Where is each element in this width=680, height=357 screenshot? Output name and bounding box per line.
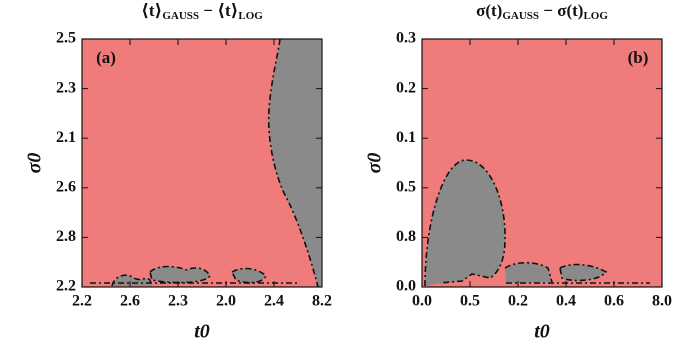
- x-tick-label: 2.2: [72, 293, 92, 310]
- y-tick-label: 0.2: [396, 79, 416, 96]
- x-tick-label: 8.2: [312, 293, 332, 310]
- y-tick-label: 0.3: [396, 30, 416, 47]
- x-tick-label: 2.4: [264, 293, 284, 310]
- title-part: σ(t): [476, 1, 502, 20]
- gray-region: [232, 268, 266, 283]
- panel-label: (b): [628, 48, 649, 67]
- y-tick-label: 2.2: [56, 278, 76, 295]
- chart-title: σ(t)GAUSS − σ(t)LOG: [476, 1, 608, 22]
- panel-label-box: [620, 46, 656, 70]
- y-axis-label: σ0: [364, 153, 386, 174]
- y-axis-label: σ0: [24, 153, 46, 174]
- title-part: GAUSS: [162, 10, 199, 22]
- y-tick-label: 2.1: [56, 129, 76, 146]
- region-panel-a: [82, 38, 322, 288]
- title-part: − ⟨t⟩: [199, 1, 238, 20]
- y-tick-label: 2.6: [56, 178, 76, 195]
- x-tick-label: 0.2: [508, 293, 528, 310]
- panel-label-box: [88, 46, 124, 70]
- gray-region: [268, 39, 321, 287]
- gray-region: [505, 262, 552, 283]
- y-tick-label: 2.3: [56, 79, 76, 96]
- y-tick-label: 0.1: [396, 129, 416, 146]
- chart-title: ⟨t⟩GAUSS − ⟨t⟩LOG: [141, 1, 263, 22]
- y-tick-label: 2.5: [56, 30, 76, 47]
- boundary: [504, 261, 650, 284]
- title-part: LOG: [583, 10, 608, 22]
- x-tick-label: 0.0: [412, 293, 432, 310]
- x-tick-label: 0.4: [556, 293, 576, 310]
- x-tick-label: 0.5: [460, 293, 480, 310]
- x-tick-label: 2.6: [120, 293, 140, 310]
- x-tick-label: 2.0: [216, 293, 236, 310]
- plot-frame: [81, 38, 323, 288]
- y-tick-label: 2.8: [56, 228, 76, 245]
- x-tick-label: 0.6: [604, 293, 624, 310]
- panel-label: (a): [96, 48, 116, 67]
- plot-frame: [421, 38, 663, 288]
- y-tick-label: 0.5: [396, 178, 416, 195]
- boundary: [267, 38, 319, 288]
- gray-region: [150, 266, 210, 283]
- region-panel-b: [422, 39, 662, 287]
- x-axis-label: t0: [194, 321, 210, 343]
- gray-region: [425, 160, 506, 286]
- y-tick-label: 0.0: [396, 278, 416, 295]
- title-part: ⟨t⟩: [141, 1, 162, 20]
- gray-region: [560, 264, 606, 281]
- title-part: − σ(t): [539, 1, 583, 20]
- y-tick-label: 0.8: [396, 228, 416, 245]
- x-axis-label: t0: [534, 321, 550, 343]
- x-tick-label: 8.0: [652, 293, 672, 310]
- title-part: LOG: [238, 10, 263, 22]
- x-tick-label: 2.3: [168, 293, 188, 310]
- boundary: [424, 159, 506, 287]
- title-part: GAUSS: [502, 10, 539, 22]
